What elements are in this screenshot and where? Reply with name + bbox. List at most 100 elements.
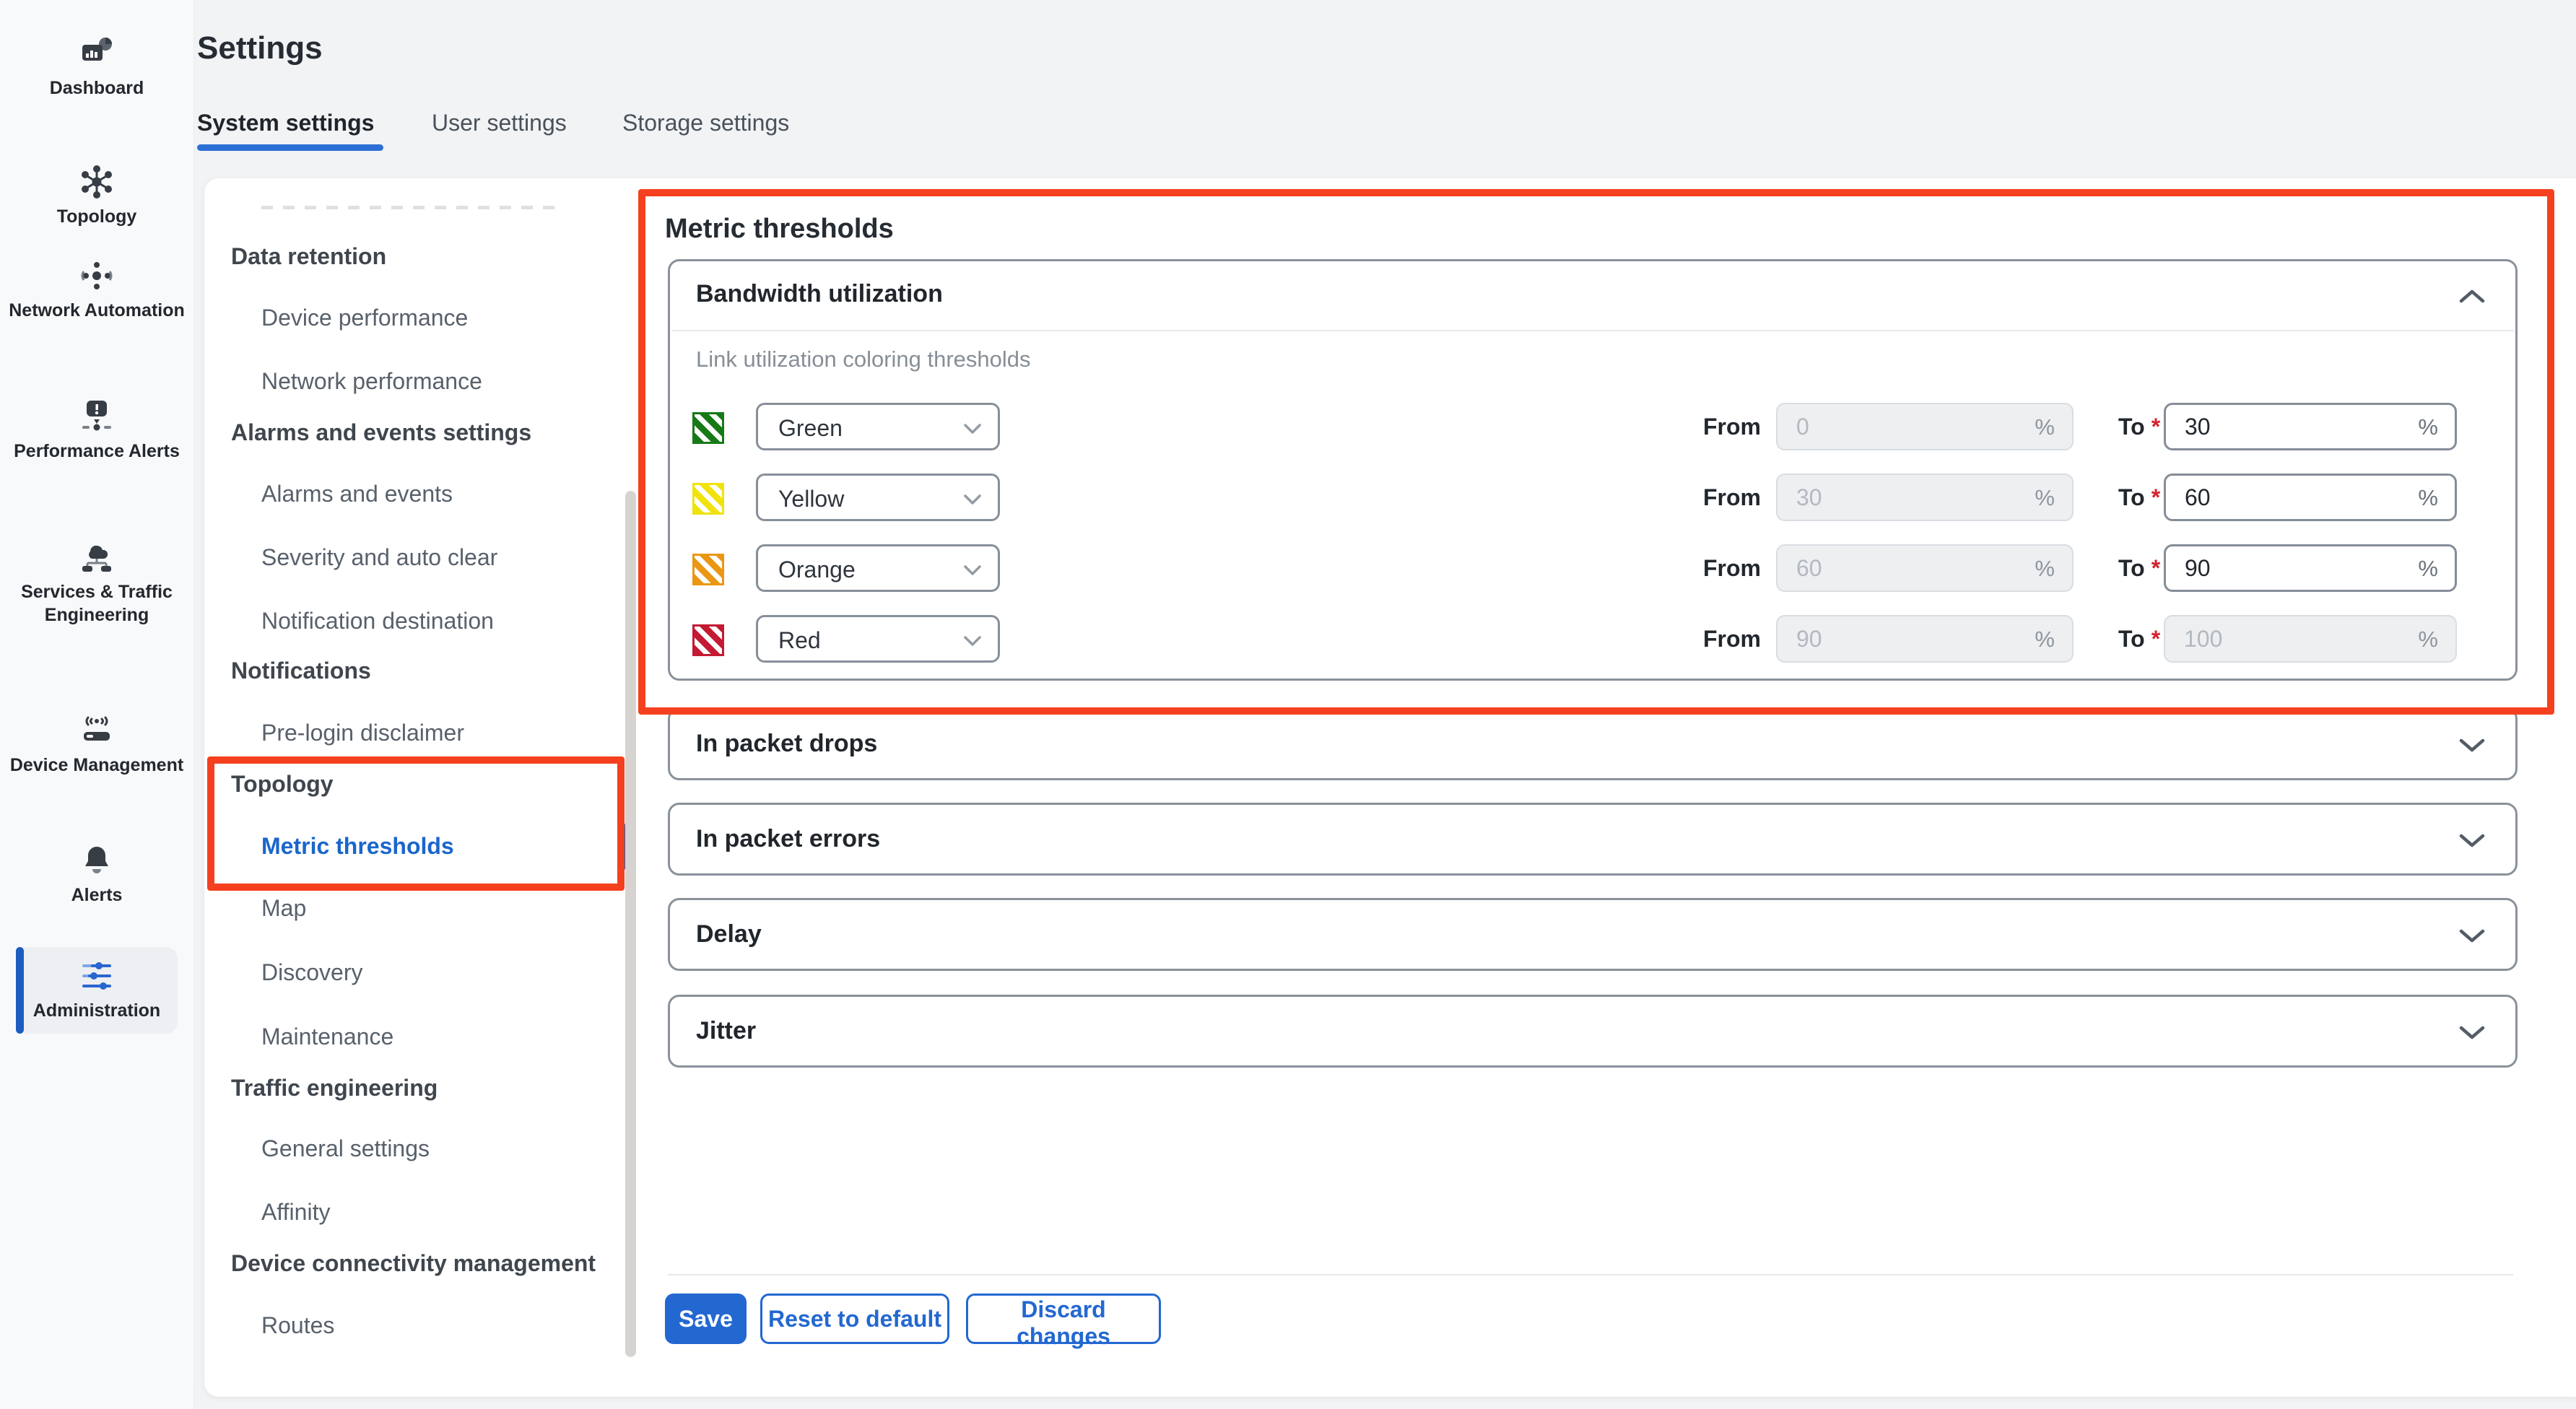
alerts-icon <box>79 843 114 878</box>
chevron-down-icon <box>963 635 982 650</box>
from-input-wrap: % <box>1776 403 2074 450</box>
threshold-row-yellow: Yellow From % To* % <box>670 474 2515 521</box>
divider <box>671 330 2514 331</box>
accordion-header[interactable]: Bandwidth utilization <box>670 261 2515 330</box>
color-swatch-green <box>692 412 724 444</box>
to-input[interactable] <box>2164 403 2457 450</box>
color-swatch-orange <box>692 554 724 585</box>
color-select[interactable]: Yellow <box>756 474 1000 521</box>
to-input[interactable] <box>2164 474 2457 521</box>
nav-item-device-performance[interactable]: Device performance <box>261 305 469 331</box>
accordion-in-packet-errors[interactable]: In packet errors <box>668 803 2518 876</box>
sidebar-item-performance-alerts[interactable]: Performance Alerts <box>0 399 193 463</box>
dashboard-icon <box>79 36 114 71</box>
page-title: Settings <box>197 30 323 66</box>
nav-item-map[interactable]: Map <box>261 895 307 921</box>
sidebar-item-label: Network Automation <box>9 300 185 320</box>
active-indicator <box>16 947 24 1034</box>
chevron-down-icon <box>963 564 982 580</box>
nav-item-general-settings[interactable]: General settings <box>261 1135 430 1161</box>
accordion-title: In packet drops <box>696 730 878 757</box>
to-input <box>2164 615 2457 663</box>
to-input-wrap: % <box>2164 544 2457 592</box>
sidebar-item-label: Dashboard <box>49 78 144 98</box>
color-select-value: Green <box>778 415 843 441</box>
percent-unit: % <box>2418 556 2438 581</box>
accordion-jitter[interactable]: Jitter <box>668 995 2518 1068</box>
save-button[interactable]: Save <box>665 1294 747 1344</box>
percent-unit: % <box>2035 414 2055 440</box>
color-select-value: Red <box>778 627 821 653</box>
from-input <box>1776 474 2074 521</box>
sidebar-item-administration[interactable]: Administration <box>16 947 178 1034</box>
discard-changes-button[interactable]: Discard changes <box>966 1294 1161 1349</box>
accordion-title: Delay <box>696 920 762 948</box>
color-select[interactable]: Green <box>756 403 1000 450</box>
nav-header-data-retention: Data retention <box>231 243 387 269</box>
chevron-down-icon[interactable] <box>2458 1024 2486 1045</box>
accordion-in-packet-drops[interactable]: In packet drops <box>668 707 2518 780</box>
clipped-nav-item <box>261 199 565 209</box>
percent-unit: % <box>2418 414 2438 440</box>
performance-alerts-icon <box>79 399 114 434</box>
nav-scrollbar-thumb[interactable] <box>625 491 636 1357</box>
sidebar-item-network-automation[interactable]: Network Automation <box>0 258 193 322</box>
chevron-down-icon[interactable] <box>2458 737 2486 758</box>
nav-item-routes[interactable]: Routes <box>261 1312 335 1338</box>
sidebar-item-services-traffic-engineering[interactable]: Services & Traffic Engineering <box>0 540 193 627</box>
from-input-wrap: % <box>1776 474 2074 521</box>
accordion-title: In packet errors <box>696 825 881 852</box>
nav-header-notifications: Notifications <box>231 658 371 684</box>
threshold-row-red: Red From % To* % <box>670 615 2515 663</box>
color-select[interactable]: Orange <box>756 544 1000 592</box>
chevron-down-icon <box>963 494 982 509</box>
selected-nav-indicator <box>617 823 625 871</box>
sidebar-item-label: Device Management <box>9 755 184 775</box>
nav-item-discovery[interactable]: Discovery <box>261 959 363 985</box>
percent-unit: % <box>2035 627 2055 652</box>
tab-storage-settings[interactable]: Storage settings <box>622 110 790 136</box>
section-label: Link utilization coloring thresholds <box>696 346 1031 372</box>
from-label: From <box>1703 414 1761 440</box>
sidebar-item-device-management[interactable]: Device Management <box>0 713 193 777</box>
chevron-up-icon[interactable] <box>2458 287 2486 308</box>
app-sidebar: Dashboard Topology Network Automation Pe… <box>0 0 194 1409</box>
nav-item-pre-login-disclaimer[interactable]: Pre-login disclaimer <box>261 720 464 746</box>
to-input-wrap: % <box>2164 474 2457 521</box>
to-label: To * <box>2118 626 2161 652</box>
sidebar-item-topology[interactable]: Topology <box>0 165 193 228</box>
color-select-value: Orange <box>778 557 856 583</box>
sidebar-item-alerts[interactable]: Alerts <box>0 843 193 907</box>
sidebar-item-label: Administration <box>32 1000 161 1021</box>
to-input[interactable] <box>2164 544 2457 592</box>
color-select[interactable]: Red <box>756 615 1000 663</box>
from-input <box>1776 544 2074 592</box>
tab-system-settings[interactable]: System settings <box>197 110 375 136</box>
nav-item-notification-destination[interactable]: Notification destination <box>261 608 494 634</box>
threshold-row-orange: Orange From % To* % <box>670 544 2515 592</box>
tab-user-settings[interactable]: User settings <box>432 110 567 136</box>
nav-item-alarms-and-events[interactable]: Alarms and events <box>261 481 453 507</box>
from-input <box>1776 403 2074 450</box>
required-asterisk: * <box>2151 555 2161 581</box>
sidebar-item-dashboard[interactable]: Dashboard <box>0 36 193 100</box>
chevron-down-icon[interactable] <box>2458 928 2486 948</box>
percent-unit: % <box>2418 485 2438 510</box>
nav-item-severity-auto-clear[interactable]: Severity and auto clear <box>261 544 498 570</box>
reset-to-default-button[interactable]: Reset to default <box>760 1294 949 1344</box>
accordion-delay[interactable]: Delay <box>668 898 2518 971</box>
color-swatch-red <box>692 624 724 656</box>
from-label: From <box>1703 484 1761 510</box>
percent-unit: % <box>2418 627 2438 652</box>
to-label: To * <box>2118 414 2161 440</box>
nav-item-maintenance[interactable]: Maintenance <box>261 1024 394 1050</box>
chevron-down-icon[interactable] <box>2458 832 2486 853</box>
sidebar-item-label: Alerts <box>71 885 123 905</box>
panel-title: Metric thresholds <box>665 214 894 244</box>
nav-item-metric-thresholds[interactable]: Metric thresholds <box>261 833 454 859</box>
nav-item-network-performance[interactable]: Network performance <box>261 368 482 394</box>
from-input-wrap: % <box>1776 615 2074 663</box>
color-select-value: Yellow <box>778 486 845 512</box>
sidebar-item-label: Services & Traffic Engineering <box>21 582 173 625</box>
nav-item-affinity[interactable]: Affinity <box>261 1199 331 1225</box>
